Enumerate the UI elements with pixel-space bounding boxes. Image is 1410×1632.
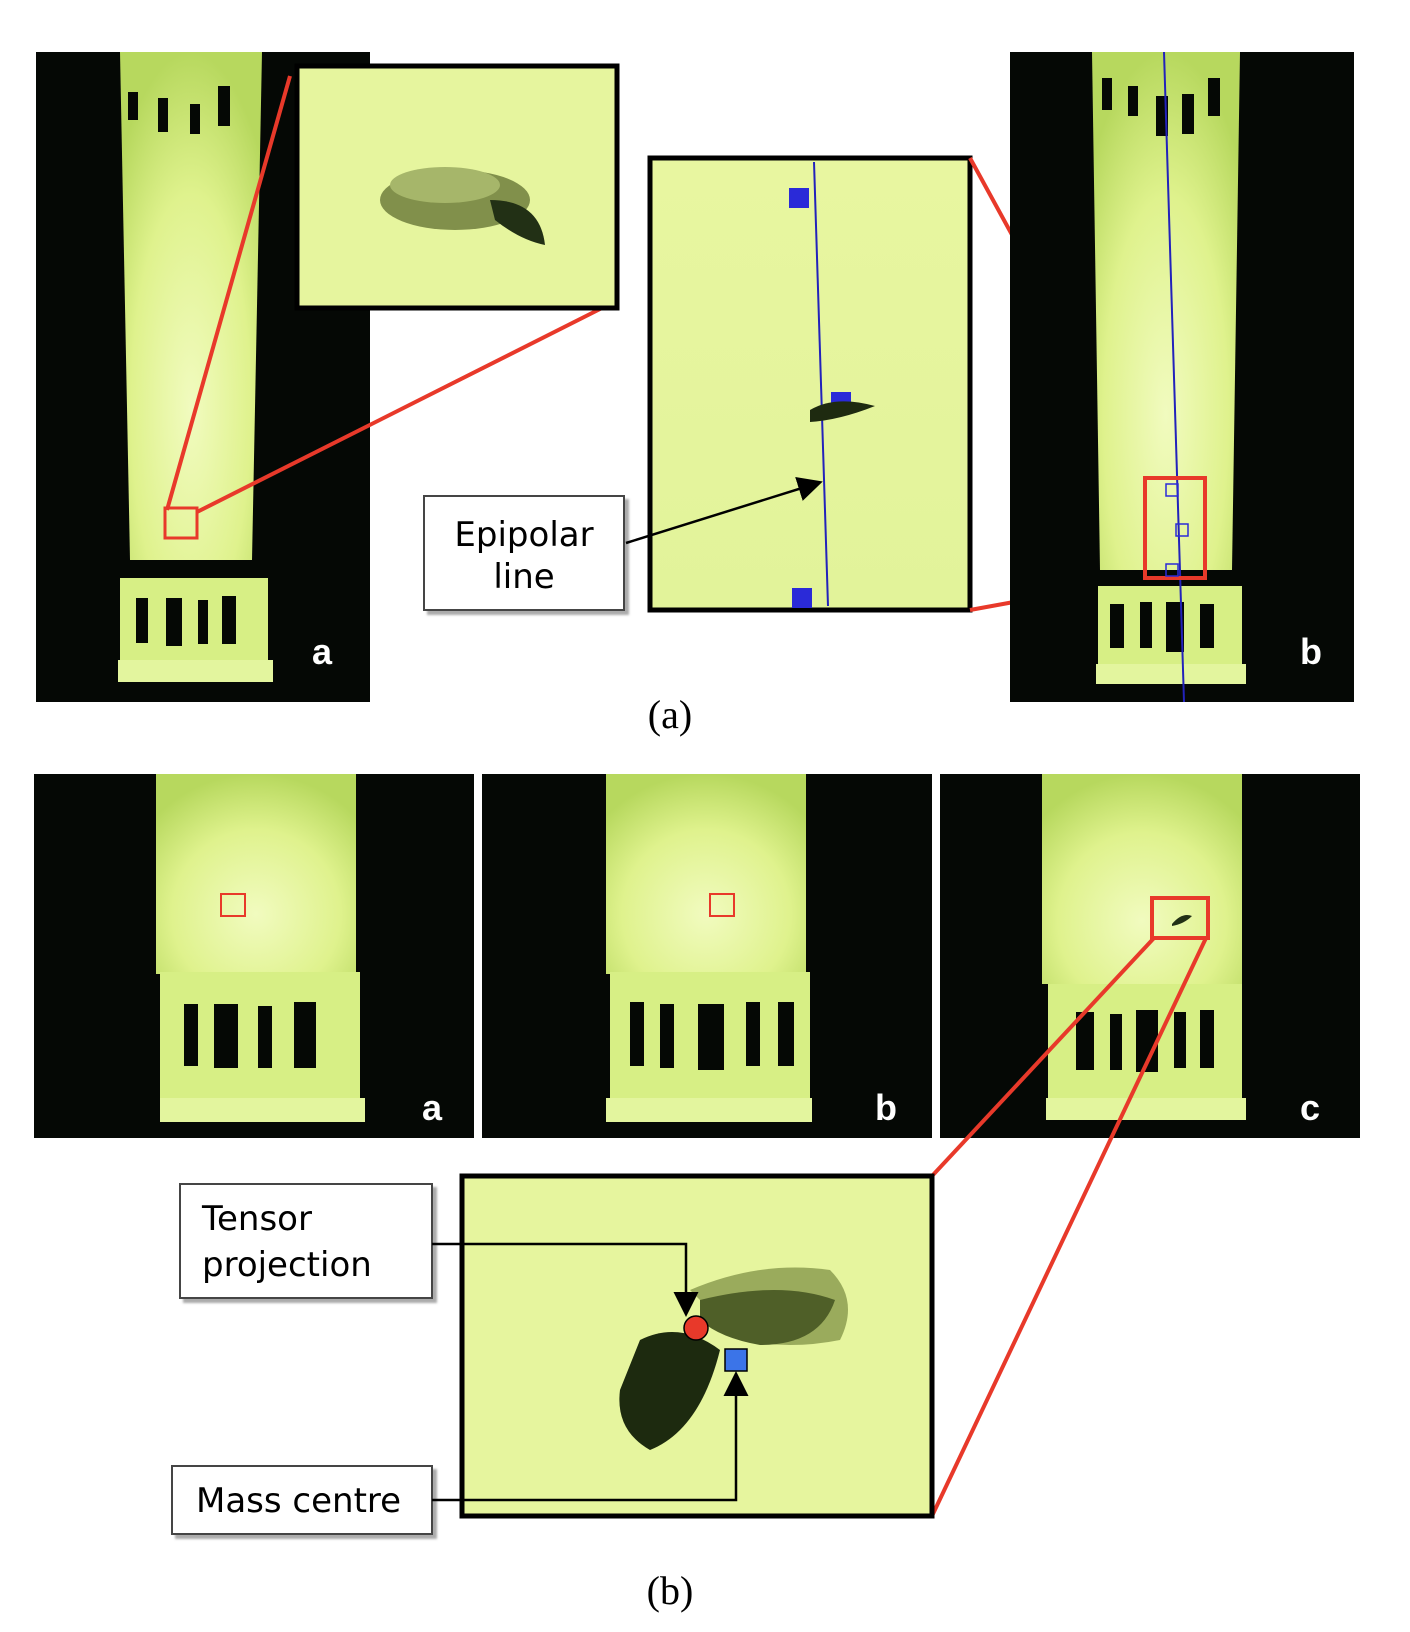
highlight-box-right [1143, 476, 1207, 580]
callout-epipolar: Epipolar line [423, 477, 823, 611]
epipolar-line-right [1163, 51, 1185, 703]
callout-mass-text: Mass centre [196, 1481, 401, 1521]
callout-epipolar-line1: Epipolar [454, 515, 593, 555]
tensor-projection-marker [683, 1315, 709, 1341]
zoom-lines-b [930, 936, 1208, 1517]
zoom-lines-left [165, 75, 603, 514]
camera-label-b: b [1300, 631, 1322, 672]
caption-a: (a) [648, 692, 692, 737]
image-label-c: c [1300, 1087, 1320, 1128]
callout-mass-arrow [432, 1371, 749, 1502]
callout-tensor-arrow [432, 1242, 699, 1317]
blue-marker-top [789, 188, 809, 208]
caption-b: (b) [647, 1568, 694, 1613]
callout-epipolar-arrow [625, 477, 823, 545]
callout-mass: Mass centre [171, 1371, 749, 1535]
zoom-inset-top [294, 63, 620, 311]
callout-tensor-line1: Tensor [201, 1199, 312, 1239]
camera-image-a-right: b [1010, 51, 1354, 703]
mass-centre-marker [724, 1348, 748, 1372]
zoom-inset-bottom [459, 1173, 935, 1519]
image-label-a: a [422, 1087, 443, 1128]
camera-image-b-a: a [34, 774, 474, 1138]
highlight-box-left [163, 506, 199, 540]
callout-epipolar-line2: line [493, 557, 554, 597]
blue-marker-bottom [792, 588, 812, 608]
callout-tensor-line2: projection [202, 1245, 372, 1285]
image-label-b: b [875, 1087, 897, 1128]
camera-image-b-b: b [482, 774, 932, 1138]
camera-label-a: a [312, 631, 333, 672]
camera-image-b-c: c [940, 774, 1360, 1138]
callout-tensor: Tensor projection [179, 1183, 699, 1317]
epipolar-line [813, 161, 829, 607]
epipolar-zoom-inset [647, 155, 973, 613]
